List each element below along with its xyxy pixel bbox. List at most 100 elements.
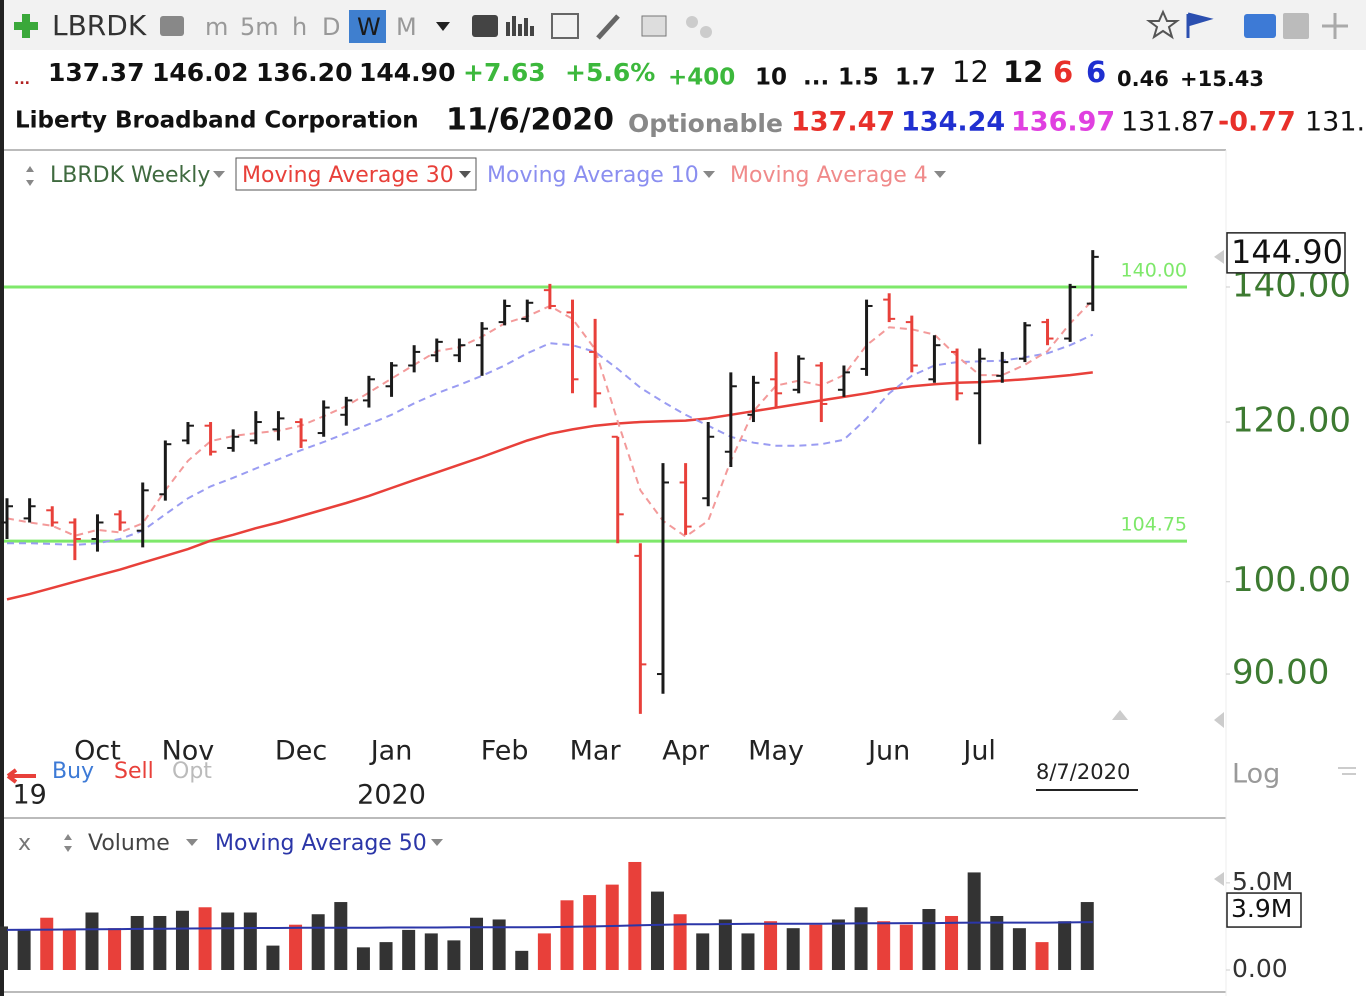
company-name: Liberty Broadband Corporation [15, 108, 419, 134]
legend-entry[interactable]: Moving Average 10 [487, 163, 699, 188]
trade-icon[interactable] [6, 768, 36, 784]
flag-icon[interactable] [1186, 12, 1214, 38]
pen-icon[interactable] [596, 14, 620, 40]
table-icon[interactable] [551, 13, 579, 39]
interval[interactable]: h [292, 13, 307, 41]
dropdown-icon[interactable] [213, 171, 225, 178]
printer-icon[interactable] [160, 16, 184, 36]
last-volume-pointer [1214, 872, 1224, 887]
scroll-arrow[interactable] [1112, 710, 1128, 720]
interval[interactable]: W [357, 13, 381, 41]
dropdown-icon[interactable] [934, 171, 946, 178]
legend-symbol[interactable]: LBRDK Weekly [50, 163, 210, 188]
legend-entry[interactable]: Moving Average 4 [730, 163, 928, 188]
bars-icon[interactable] [506, 16, 534, 36]
move-handle[interactable] [26, 166, 34, 186]
x-tick-label: May [748, 736, 804, 767]
x-tick-label: Jan [369, 736, 413, 767]
dropdown-icon[interactable] [703, 171, 715, 178]
volume-bar [198, 907, 212, 970]
volume-bar [560, 900, 574, 970]
volume-bar [628, 861, 642, 970]
volume-bar [424, 933, 438, 970]
interval[interactable]: m [205, 13, 228, 41]
move-handle[interactable] [64, 834, 72, 852]
volume-bar [0, 926, 8, 970]
scroll-arrow[interactable] [1214, 712, 1224, 728]
dropdown-icon[interactable] [436, 22, 450, 31]
quote-value: 0.46 [1117, 67, 1169, 91]
volume-bar [877, 921, 891, 970]
close-button[interactable]: x [18, 831, 31, 856]
quote-date: 11/6/2020 [446, 103, 614, 138]
add-icon[interactable] [14, 14, 38, 38]
legend-entry[interactable]: Moving Average 30 [242, 163, 454, 188]
x-tick-label: Feb [481, 736, 529, 767]
save-icon[interactable] [1283, 13, 1309, 39]
quote-value: 6 [1086, 55, 1106, 89]
last-price-label: 144.90 [1231, 233, 1343, 271]
quote-value: 136.97 [1011, 107, 1115, 138]
symbol[interactable]: LBRDK [52, 9, 147, 42]
y-tick-label: 100.00 [1232, 560, 1351, 600]
x-tick-label: Mar [570, 736, 622, 767]
quote-value: 1.7 [895, 65, 936, 91]
legend-volume[interactable]: Volume [88, 831, 170, 856]
x-tick-label: Jun [866, 736, 910, 767]
opt-button[interactable]: Opt [172, 759, 212, 784]
last-volume-box [1226, 892, 1302, 928]
quote-value: ... [803, 65, 829, 91]
interval[interactable]: D [322, 13, 340, 41]
volume-bar [221, 912, 235, 970]
sell-button[interactable]: Sell [114, 759, 154, 784]
quote-value: 1.5 [838, 65, 879, 91]
quote-value: +7.63 [463, 58, 546, 87]
volume-bar [741, 933, 755, 970]
dropdown-icon[interactable] [186, 839, 198, 846]
interval[interactable]: M [396, 13, 417, 41]
volume-bar [311, 914, 325, 970]
volume-bar [899, 924, 913, 970]
share-icon[interactable] [686, 16, 698, 28]
volume-bar [470, 917, 484, 970]
dropdown-icon[interactable] [459, 171, 471, 178]
legend-selected[interactable] [235, 157, 477, 191]
quote-value: 137.47 [791, 107, 895, 138]
interval[interactable]: 5m [240, 13, 279, 41]
quote-value: 131. [1305, 107, 1365, 138]
last-price-box [1226, 232, 1346, 274]
volume-bar [379, 942, 393, 970]
y-tick-label: 90.00 [1232, 653, 1329, 693]
volume-bar [1035, 942, 1049, 970]
volume-bar [266, 945, 280, 970]
volume-bar [17, 929, 31, 970]
text-icon[interactable] [472, 15, 498, 37]
quote-value: +15.43 [1180, 67, 1264, 91]
volume-bar [289, 924, 303, 970]
share-icon[interactable] [700, 26, 712, 38]
buy-button[interactable]: Buy [52, 759, 94, 784]
volume-bar [650, 891, 664, 970]
y-tick-label: 120.00 [1232, 401, 1351, 441]
volume-bar [990, 915, 1004, 970]
interval-selected[interactable] [349, 10, 386, 43]
quote-value: 12 [1003, 55, 1043, 89]
volume-bar [673, 914, 687, 970]
x-tick-label: Oct [74, 736, 121, 767]
volume-bar [62, 929, 76, 970]
volume-bar [764, 921, 778, 970]
legend-entry[interactable]: Moving Average 50 [215, 831, 427, 856]
quote-value: +400 [668, 65, 735, 91]
scan-icon[interactable] [1244, 14, 1276, 38]
volume-bar [967, 872, 981, 970]
volume-bar [1058, 921, 1072, 970]
quote-value: 146.02 [152, 58, 248, 87]
horizontal-line-label: 104.75 [1121, 514, 1187, 536]
move-icon[interactable] [1322, 13, 1348, 39]
star-icon[interactable] [1146, 9, 1180, 40]
dropdown-icon[interactable] [431, 839, 443, 846]
scale-mode[interactable]: Log [1232, 759, 1280, 790]
note-icon[interactable] [641, 15, 667, 37]
volume-bar [696, 933, 710, 970]
